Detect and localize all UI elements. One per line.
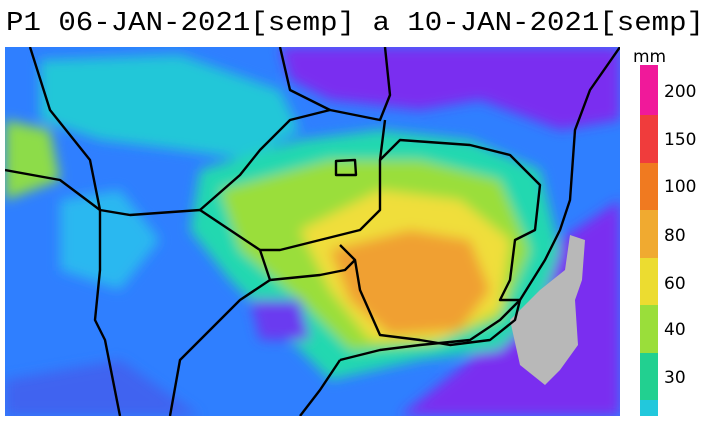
colorbar: mm bbox=[633, 47, 666, 416]
title: P1 06-JAN-2021[semp] a 10-JAN-2021[semp] bbox=[6, 9, 704, 39]
precipitation-map bbox=[5, 47, 620, 416]
colorbar-unit: mm bbox=[633, 47, 666, 67]
colorbar-label: 40 bbox=[664, 320, 686, 340]
colorbar-label: 80 bbox=[664, 226, 686, 246]
colorbar-label: 30 bbox=[664, 368, 686, 388]
colorbar-label: 60 bbox=[664, 274, 686, 294]
colorbar-label: 200 bbox=[664, 82, 696, 102]
colorbar-label: 150 bbox=[664, 130, 696, 150]
colorbar-label: 100 bbox=[664, 177, 696, 197]
